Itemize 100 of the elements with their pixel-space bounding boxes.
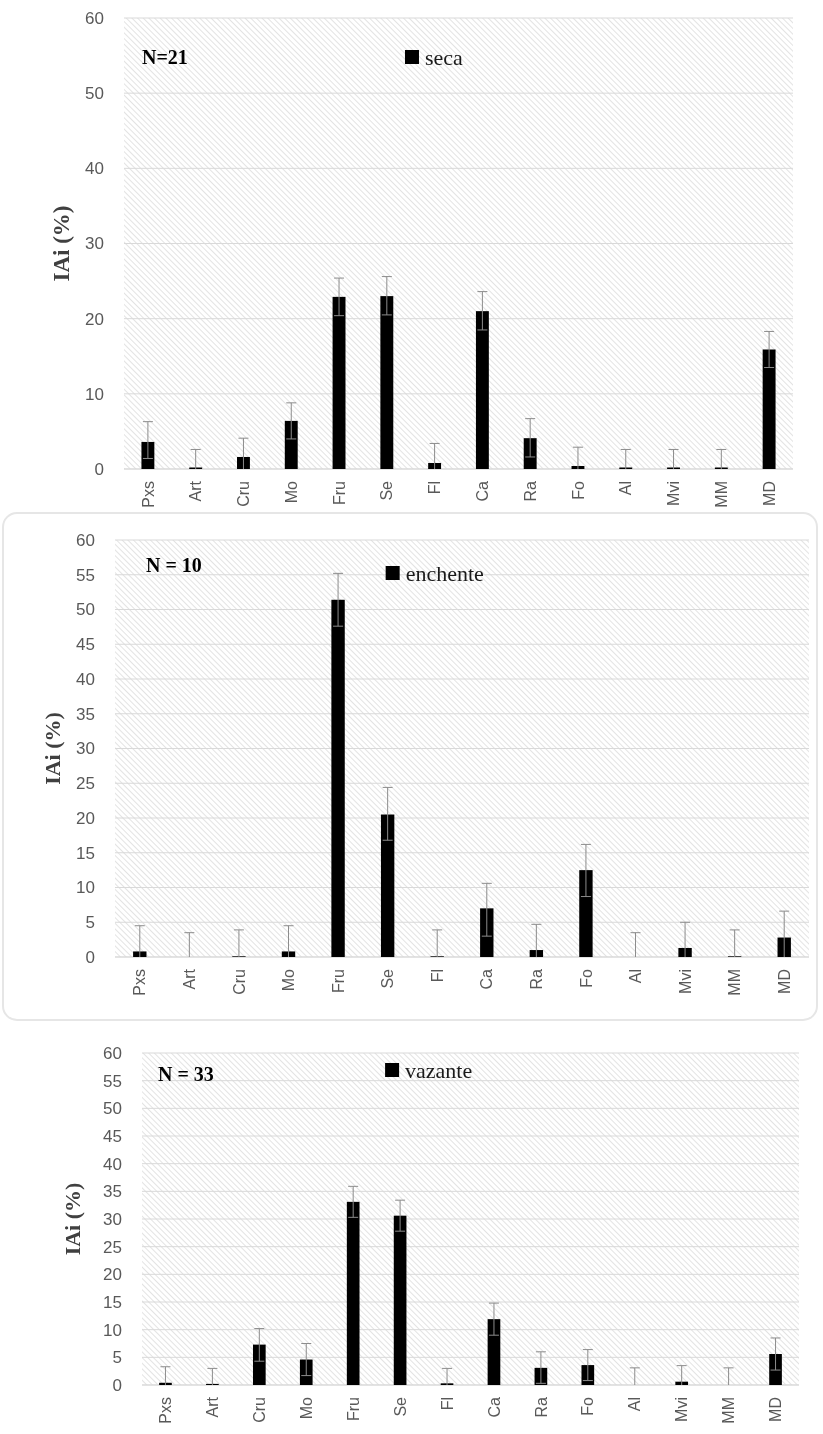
x-tick-label: Fo: [569, 480, 587, 500]
annotation: N = 10: [146, 554, 202, 576]
x-tick-label: Fru: [344, 1397, 362, 1421]
y-axis-title: IAi (%): [59, 1182, 85, 1256]
x-tick-label: Mvi: [676, 969, 694, 994]
y-axis-title: IAi (%): [39, 712, 65, 785]
y-tick-label: 45: [103, 1126, 122, 1146]
bar: [299, 1359, 313, 1385]
x-tick-label: Ca: [473, 480, 491, 502]
x-tick-label: Fo: [579, 1396, 597, 1416]
y-tick-label: 20: [85, 309, 104, 329]
x-tick-label: Ra: [527, 968, 545, 990]
y-tick-label: 45: [76, 635, 95, 655]
x-tick-label: Art: [187, 480, 205, 502]
y-tick-label: 10: [85, 384, 104, 404]
x-tick-label: Art: [203, 1396, 221, 1418]
x-tick-label: Fo: [577, 968, 595, 988]
x-tick-label: Mvi: [665, 481, 683, 506]
bar: [523, 438, 537, 469]
x-tick-label: Se: [391, 1396, 409, 1417]
x-tick-label: MD: [775, 969, 793, 994]
x-tick-label: Al: [626, 1397, 644, 1412]
y-tick-label: 15: [76, 843, 95, 863]
y-tick-label: 35: [76, 704, 95, 724]
x-tick-label: Pxs: [157, 1397, 175, 1424]
bar: [762, 349, 776, 469]
y-tick-label: 20: [76, 808, 95, 828]
y-tick-label: 50: [85, 84, 104, 104]
y-tick-label: 15: [103, 1292, 122, 1312]
y-tick-label: 10: [103, 1320, 122, 1340]
bar: [237, 456, 250, 469]
y-tick-label: 0: [85, 947, 95, 967]
legend-label: vazante: [405, 1057, 473, 1083]
x-tick-label: Cru: [250, 1397, 268, 1423]
y-tick-label: 50: [103, 1099, 122, 1119]
x-tick-label: Mvi: [673, 1397, 691, 1422]
x-tick-label: Fl: [426, 481, 444, 495]
x-tick-label: Fru: [330, 481, 348, 505]
bar: [487, 1319, 501, 1385]
x-tick-label: MM: [712, 481, 730, 508]
x-tick-label: Se: [379, 968, 397, 989]
x-tick-label: Al: [617, 481, 635, 496]
x-tick-label: Mo: [282, 480, 300, 504]
y-tick-label: 10: [76, 878, 95, 898]
bar: [428, 462, 442, 469]
y-tick-label: 20: [103, 1265, 122, 1285]
bar: [480, 908, 494, 957]
bar: [380, 814, 395, 957]
y-tick-label: 40: [103, 1154, 122, 1174]
x-tick-label: Art: [180, 968, 198, 990]
x-tick-label: Fl: [428, 969, 446, 983]
y-tick-label: 30: [76, 739, 95, 759]
y-tick-label: 60: [103, 1043, 122, 1063]
bar: [252, 1344, 266, 1385]
y-tick-label: 0: [112, 1375, 122, 1395]
annotation: N = 33: [158, 1063, 214, 1085]
y-tick-label: 5: [112, 1348, 122, 1368]
x-tick-label: Mo: [280, 968, 298, 992]
y-tick-label: 40: [76, 669, 95, 689]
y-axis-title: IAi (%): [49, 205, 75, 282]
legend-label: enchente: [405, 560, 484, 586]
bar: [284, 420, 298, 469]
x-tick-label: MM: [726, 969, 744, 996]
y-tick-label: 0: [94, 459, 104, 479]
bar: [332, 296, 346, 469]
y-tick-label: 30: [85, 234, 104, 254]
y-tick-label: 55: [103, 1071, 122, 1091]
y-tick-label: 60: [85, 8, 104, 28]
x-tick-label: Mo: [297, 1396, 315, 1420]
bar: [581, 1365, 595, 1385]
x-tick-label: Ra: [521, 480, 539, 502]
y-tick-label: 40: [85, 159, 104, 179]
bar: [331, 599, 345, 957]
y-tick-label: 35: [103, 1182, 122, 1202]
x-tick-label: Ca: [478, 968, 496, 990]
x-tick-label: Ra: [532, 1396, 550, 1418]
x-tick-label: Pxs: [131, 969, 149, 996]
x-tick-label: Cru: [230, 969, 248, 995]
x-tick-label: MD: [767, 1397, 785, 1422]
bar: [529, 950, 544, 957]
y-tick-label: 25: [76, 774, 95, 794]
x-tick-label: Al: [627, 969, 645, 984]
x-tick-label: Se: [378, 480, 396, 501]
x-tick-label: MM: [720, 1397, 738, 1424]
bar: [475, 311, 489, 469]
x-tick-label: Cru: [235, 481, 253, 507]
y-tick-label: 5: [85, 913, 95, 933]
bar: [769, 1354, 782, 1385]
y-tick-label: 25: [103, 1237, 122, 1257]
annotation: N=21: [142, 46, 188, 68]
y-tick-label: 50: [76, 600, 95, 620]
x-tick-label: MD: [760, 481, 778, 506]
bar: [579, 870, 593, 957]
y-tick-label: 30: [103, 1209, 122, 1229]
x-tick-label: Fl: [438, 1397, 456, 1411]
y-tick-label: 55: [76, 565, 95, 585]
bar: [346, 1201, 360, 1385]
legend-label: seca: [424, 44, 464, 70]
x-tick-label: Ca: [485, 1396, 503, 1418]
bar: [393, 1215, 407, 1385]
